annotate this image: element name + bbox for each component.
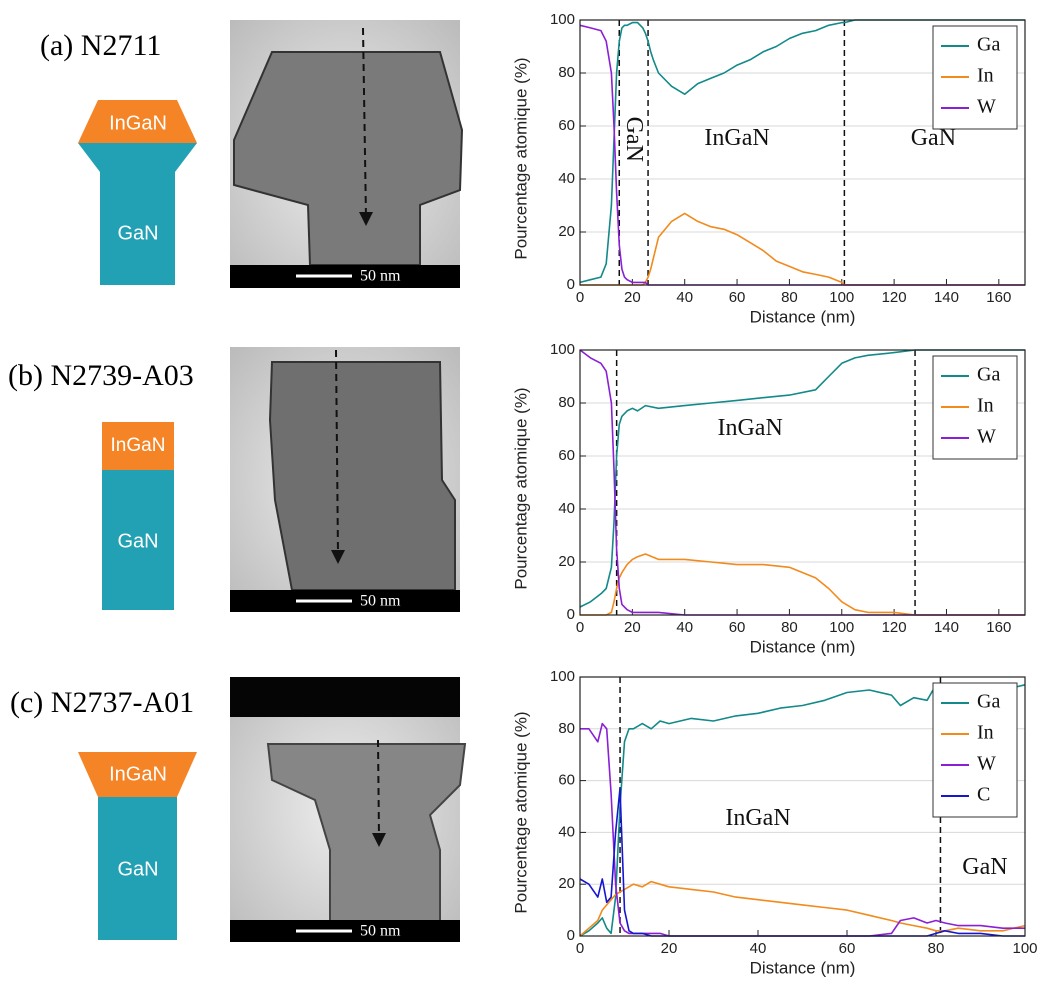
y-tick-label: 100 (550, 668, 575, 685)
schematic-top (78, 100, 197, 143)
x-tick-label: 0 (576, 940, 584, 957)
x-tick-label: 80 (781, 619, 798, 636)
y-tick-label: 20 (558, 223, 575, 240)
arrow-head (372, 833, 386, 847)
x-tick-label: 0 (576, 289, 584, 306)
y-tick-label: 40 (558, 170, 575, 187)
x-tick-label: 140 (934, 619, 959, 636)
x-tick-label: 100 (1012, 940, 1037, 957)
y-axis-label: Pourcentage atomique (%) (511, 711, 530, 913)
x-tick-label: 120 (882, 619, 907, 636)
y-tick-label: 60 (558, 447, 575, 464)
series-line (580, 553, 1025, 616)
legend-box (932, 682, 1018, 818)
x-tick-label: 20 (624, 619, 641, 636)
scale-label: 50 nm (360, 923, 401, 940)
region-label: InGaN (717, 415, 782, 441)
series-line (579, 684, 1026, 937)
panel-label: (a) N2711 (40, 29, 161, 62)
y-tick-label: 0 (567, 606, 575, 623)
legend-label: W (977, 96, 996, 118)
x-tick-label: 100 (829, 289, 854, 306)
layer-label: InGaN (109, 112, 167, 134)
y-tick-label: 0 (567, 927, 575, 944)
scale-label: 50 nm (360, 593, 401, 610)
arrow-head (359, 212, 373, 226)
layer-label: GaN (117, 530, 158, 552)
plot-frame (579, 19, 1026, 286)
scan-arrow (335, 349, 339, 556)
plot-frame (579, 349, 1026, 616)
layer-label: GaN (117, 858, 158, 880)
x-tick-label: 40 (676, 289, 693, 306)
layer-label: GaN (117, 222, 158, 244)
y-axis-label: Pourcentage atomique (%) (511, 57, 530, 259)
y-tick-label: 20 (558, 553, 575, 570)
x-tick-label: 20 (661, 940, 678, 957)
y-tick-label: 100 (550, 11, 575, 28)
series-line (580, 212, 1025, 286)
x-tick-label: 120 (882, 289, 907, 306)
scan-arrow (377, 739, 380, 839)
legend-label: In (977, 722, 994, 744)
x-tick-label: 140 (934, 289, 959, 306)
y-tick-label: 80 (558, 720, 575, 737)
y-axis-label: Pourcentage atomique (%) (511, 387, 530, 589)
arrow-head (331, 550, 345, 564)
series-line (579, 880, 1026, 937)
y-tick-label: 60 (558, 117, 575, 134)
tem-top (230, 677, 460, 717)
legend-label: Ga (977, 364, 1000, 386)
panel-label: (c) N2737-A01 (10, 686, 194, 719)
legend-label: C (977, 784, 990, 806)
region-label: GaN (621, 117, 647, 162)
y-tick-label: 40 (558, 500, 575, 517)
y-tick-label: 60 (558, 772, 575, 789)
y-tick-label: 40 (558, 823, 575, 840)
x-tick-label: 80 (928, 940, 945, 957)
x-axis-label: Distance (nm) (750, 307, 856, 326)
schematic-top (102, 422, 174, 470)
y-tick-label: 80 (558, 394, 575, 411)
series-line (579, 349, 1025, 608)
tem-structure (268, 361, 456, 591)
legend-label: In (977, 395, 994, 417)
y-tick-label: 0 (567, 276, 575, 293)
x-tick-label: 160 (986, 619, 1011, 636)
panel-label: (b) N2739-A03 (8, 359, 194, 392)
schematic-top (78, 752, 197, 797)
x-tick-label: 20 (624, 289, 641, 306)
x-tick-label: 60 (839, 940, 856, 957)
x-tick-label: 160 (986, 289, 1011, 306)
x-axis-label: Distance (nm) (750, 958, 856, 977)
x-tick-label: 40 (676, 619, 693, 636)
x-axis-label: Distance (nm) (750, 637, 856, 656)
legend-label: W (977, 753, 996, 775)
schematic-bottom (102, 470, 174, 610)
scale-label: 50 nm (360, 268, 401, 285)
region-label: GaN (962, 854, 1007, 880)
y-tick-label: 80 (558, 64, 575, 81)
schematic-bottom (78, 143, 197, 285)
legend-label: Ga (977, 691, 1000, 713)
x-tick-label: 80 (781, 289, 798, 306)
scan-arrow (362, 27, 367, 219)
region-label: InGaN (725, 805, 790, 831)
x-tick-label: 100 (829, 619, 854, 636)
legend-label: W (977, 426, 996, 448)
legend-label: In (977, 65, 994, 87)
schematic-bottom (98, 797, 177, 940)
legend-label: Ga (977, 34, 1000, 56)
y-tick-label: 20 (558, 875, 575, 892)
plot-frame (579, 676, 1026, 937)
x-tick-label: 0 (576, 619, 584, 636)
y-tick-label: 100 (550, 341, 575, 358)
region-label: InGaN (704, 125, 769, 151)
x-tick-label: 40 (750, 940, 767, 957)
layer-label: InGaN (109, 763, 167, 785)
x-tick-label: 60 (729, 289, 746, 306)
x-tick-label: 60 (729, 619, 746, 636)
layer-label: InGaN (111, 435, 166, 456)
